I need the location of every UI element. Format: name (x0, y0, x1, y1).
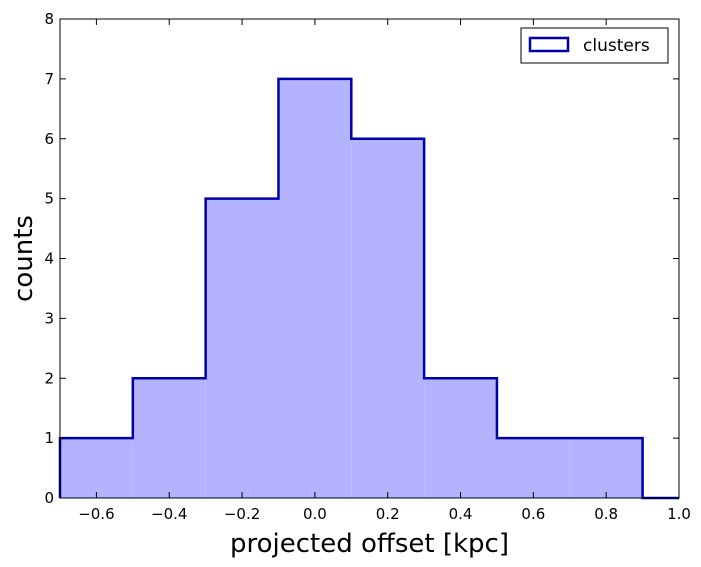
y-tick-label: 2 (44, 369, 54, 387)
x-tick-label: 1.0 (667, 505, 691, 523)
legend-swatch-clusters (528, 36, 570, 53)
x-tick-label: −0.2 (224, 505, 260, 523)
plot-area (58, 77, 679, 500)
x-tick-label: 0.6 (521, 505, 545, 523)
histogram-bar (132, 378, 206, 498)
y-tick-label: 5 (44, 190, 54, 208)
histogram-outline (58, 77, 679, 500)
x-tick-label: 0.8 (594, 505, 618, 523)
histogram-bar (278, 78, 352, 498)
legend: clusters (520, 27, 669, 64)
y-tick-label: 6 (44, 130, 54, 148)
histogram-bar (424, 378, 497, 498)
axis-ticks: −0.6 −0.4 −0.2 0.0 0.2 0.4 0.6 0.8 1.0 0 1 2 3 4 5 6 7 8 (44, 10, 690, 523)
x-tick-label: −0.6 (78, 505, 114, 523)
y-tick-label: 3 (44, 309, 54, 327)
y-tick-label: 0 (44, 489, 54, 507)
y-tick-label: 1 (44, 429, 54, 447)
y-tick-label: 7 (44, 70, 54, 88)
y-tick-label: 8 (44, 10, 54, 28)
x-tick-label: −0.4 (151, 505, 187, 523)
histogram-bar (205, 198, 279, 498)
legend-box (520, 27, 669, 64)
axes-frame (59, 18, 680, 499)
x-tick-label: 0.0 (303, 505, 327, 523)
x-tick-label: 0.2 (376, 505, 400, 523)
x-axis-label: projected offset [kpc] (230, 529, 509, 559)
histogram-bar (569, 438, 643, 498)
y-axis-label: counts (9, 215, 39, 302)
histogram-bar (60, 438, 133, 498)
x-tick-label: 0.4 (449, 505, 473, 523)
histogram-bar (351, 138, 425, 498)
histogram-bar (496, 438, 570, 498)
y-tick-label: 4 (44, 250, 54, 268)
legend-label-clusters: clusters (583, 36, 650, 56)
